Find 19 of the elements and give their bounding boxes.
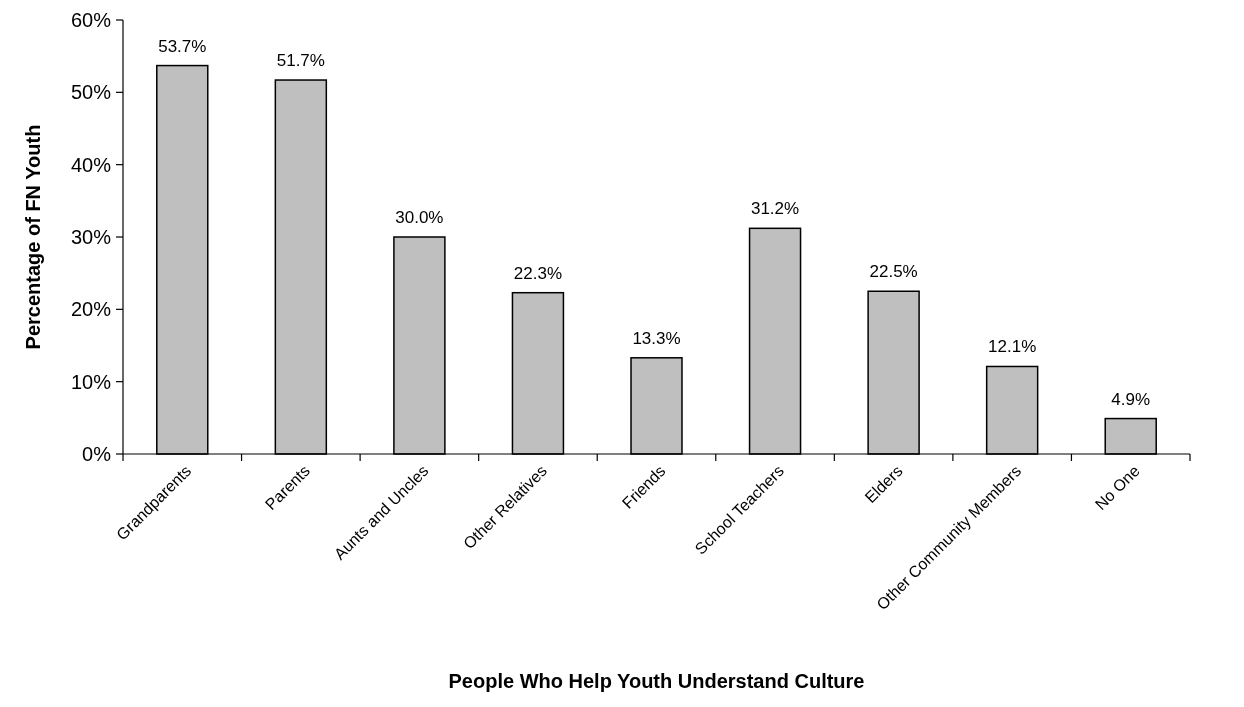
data-label: 22.3% <box>513 263 563 283</box>
y-tick-label: 10% <box>70 370 112 393</box>
data-label: 31.2% <box>750 199 800 219</box>
data-label: 12.1% <box>988 337 1037 357</box>
y-tick-label: 0% <box>82 443 112 465</box>
data-label: 51.7% <box>276 51 325 71</box>
y-tick-label: 20% <box>70 298 112 321</box>
data-label: 30.0% <box>395 208 444 227</box>
data-label: 13.3% <box>632 328 681 348</box>
y-tick-label: 50% <box>70 81 112 104</box>
x-axis-title: People Who Help Youth Understand Culture <box>448 670 865 692</box>
data-label: 4.9% <box>1111 389 1151 409</box>
x-tick-label: No One <box>1091 461 1143 514</box>
data-label: 22.5% <box>869 262 918 282</box>
y-tick-label: 40% <box>70 153 112 176</box>
y-axis-title: Percentage of FN Youth <box>22 124 44 350</box>
y-tick-label: 30% <box>70 226 112 248</box>
y-tick-label: 60% <box>70 9 112 31</box>
data-label: 53.7% <box>158 36 207 56</box>
